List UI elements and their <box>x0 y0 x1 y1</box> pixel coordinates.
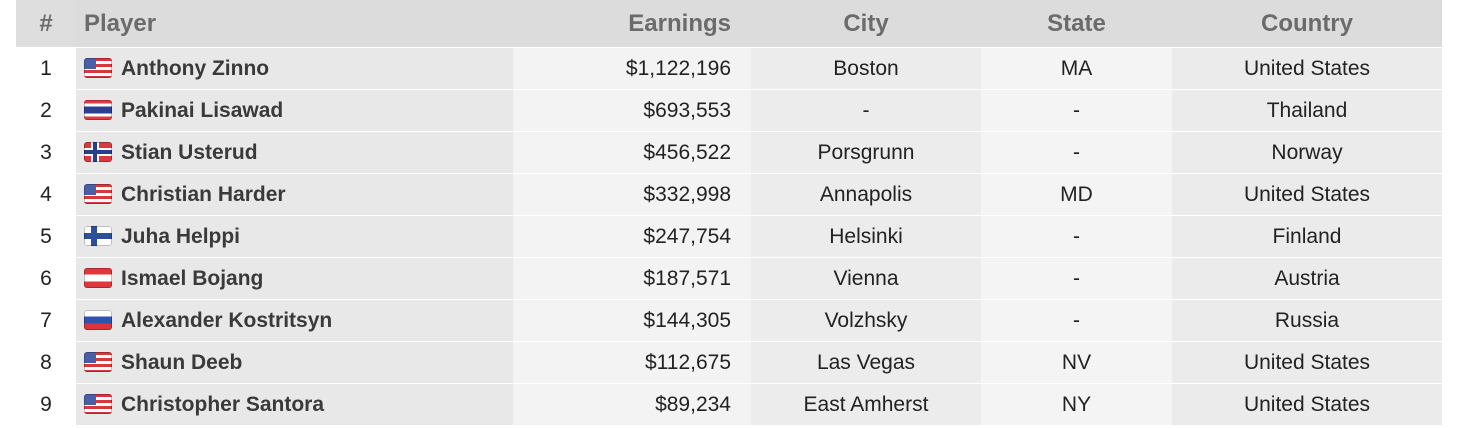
table-row: 1 Anthony Zinno $1,122,196 Boston MA Uni… <box>16 48 1442 90</box>
table-body: 1 Anthony Zinno $1,122,196 Boston MA Uni… <box>16 48 1442 426</box>
earnings-table: # Player Earnings City State Country 1 A… <box>16 0 1442 426</box>
player-name-link[interactable]: Juha Helppi <box>121 224 241 248</box>
norway-flag-icon <box>84 141 112 162</box>
rank-cell: 5 <box>16 216 76 258</box>
state-cell: - <box>981 216 1172 258</box>
player-name-link[interactable]: Pakinai Lisawad <box>121 98 284 122</box>
city-cell: Boston <box>751 48 981 90</box>
player-name-link[interactable]: Alexander Kostritsyn <box>121 308 333 332</box>
player-cell: Ismael Bojang <box>76 258 513 300</box>
table-row: 5 Juha Helppi $247,754 Helsinki - Finlan… <box>16 216 1442 258</box>
earnings-cell: $332,998 <box>513 174 751 216</box>
russia-flag-icon <box>84 309 112 330</box>
thailand-flag-icon <box>84 99 112 120</box>
column-header-player[interactable]: Player <box>76 0 513 48</box>
state-cell: - <box>981 300 1172 342</box>
table-row: 9 Christopher Santora $89,234 East Amher… <box>16 384 1442 426</box>
column-header-state[interactable]: State <box>981 0 1172 48</box>
country-cell: Austria <box>1172 258 1442 300</box>
city-cell: Annapolis <box>751 174 981 216</box>
player-cell: Pakinai Lisawad <box>76 90 513 132</box>
leaderboard: # Player Earnings City State Country 1 A… <box>16 0 1442 426</box>
player-name-link[interactable]: Shaun Deeb <box>121 350 243 374</box>
table-row: 6 Ismael Bojang $187,571 Vienna - Austri… <box>16 258 1442 300</box>
country-cell: United States <box>1172 48 1442 90</box>
city-cell: Vienna <box>751 258 981 300</box>
rank-cell: 9 <box>16 384 76 426</box>
rank-cell: 3 <box>16 132 76 174</box>
table-row: 8 Shaun Deeb $112,675 Las Vegas NV Unite… <box>16 342 1442 384</box>
table-row: 4 Christian Harder $332,998 Annapolis MD… <box>16 174 1442 216</box>
player-cell: Alexander Kostritsyn <box>76 300 513 342</box>
rank-cell: 2 <box>16 90 76 132</box>
player-cell: Christopher Santora <box>76 384 513 426</box>
country-cell: United States <box>1172 384 1442 426</box>
austria-flag-icon <box>84 267 112 288</box>
earnings-cell: $456,522 <box>513 132 751 174</box>
country-cell: Thailand <box>1172 90 1442 132</box>
player-name-link[interactable]: Christopher Santora <box>121 392 325 416</box>
earnings-cell: $247,754 <box>513 216 751 258</box>
city-cell: East Amherst <box>751 384 981 426</box>
state-cell: - <box>981 90 1172 132</box>
table-row: 2 Pakinai Lisawad $693,553 - - Thailand <box>16 90 1442 132</box>
earnings-cell: $187,571 <box>513 258 751 300</box>
earnings-cell: $693,553 <box>513 90 751 132</box>
earnings-cell: $144,305 <box>513 300 751 342</box>
earnings-cell: $1,122,196 <box>513 48 751 90</box>
us-flag-icon <box>84 351 112 372</box>
table-row: 3 Stian Usterud $456,522 Porsgrunn - Nor… <box>16 132 1442 174</box>
country-cell: United States <box>1172 174 1442 216</box>
column-header-earnings[interactable]: Earnings <box>513 0 751 48</box>
rank-cell: 4 <box>16 174 76 216</box>
city-cell: Helsinki <box>751 216 981 258</box>
earnings-cell: $89,234 <box>513 384 751 426</box>
country-cell: Russia <box>1172 300 1442 342</box>
city-cell: - <box>751 90 981 132</box>
us-flag-icon <box>84 393 112 414</box>
player-name-link[interactable]: Christian Harder <box>121 182 286 206</box>
city-cell: Porsgrunn <box>751 132 981 174</box>
table-header: # Player Earnings City State Country <box>16 0 1442 48</box>
player-cell: Christian Harder <box>76 174 513 216</box>
us-flag-icon <box>84 183 112 204</box>
column-header-country[interactable]: Country <box>1172 0 1442 48</box>
state-cell: NV <box>981 342 1172 384</box>
rank-cell: 7 <box>16 300 76 342</box>
city-cell: Las Vegas <box>751 342 981 384</box>
state-cell: NY <box>981 384 1172 426</box>
player-cell: Juha Helppi <box>76 216 513 258</box>
state-cell: - <box>981 258 1172 300</box>
country-cell: Norway <box>1172 132 1442 174</box>
rank-cell: 6 <box>16 258 76 300</box>
player-name-link[interactable]: Anthony Zinno <box>121 56 270 80</box>
player-name-link[interactable]: Ismael Bojang <box>121 266 264 290</box>
country-cell: United States <box>1172 342 1442 384</box>
earnings-cell: $112,675 <box>513 342 751 384</box>
table-row: 7 Alexander Kostritsyn $144,305 Volzhsky… <box>16 300 1442 342</box>
us-flag-icon <box>84 57 112 78</box>
country-cell: Finland <box>1172 216 1442 258</box>
city-cell: Volzhsky <box>751 300 981 342</box>
player-cell: Stian Usterud <box>76 132 513 174</box>
column-header-rank[interactable]: # <box>16 0 76 48</box>
rank-cell: 8 <box>16 342 76 384</box>
state-cell: MD <box>981 174 1172 216</box>
finland-flag-icon <box>84 225 112 246</box>
player-cell: Shaun Deeb <box>76 342 513 384</box>
player-name-link[interactable]: Stian Usterud <box>121 140 258 164</box>
rank-cell: 1 <box>16 48 76 90</box>
player-cell: Anthony Zinno <box>76 48 513 90</box>
state-cell: - <box>981 132 1172 174</box>
column-header-city[interactable]: City <box>751 0 981 48</box>
state-cell: MA <box>981 48 1172 90</box>
